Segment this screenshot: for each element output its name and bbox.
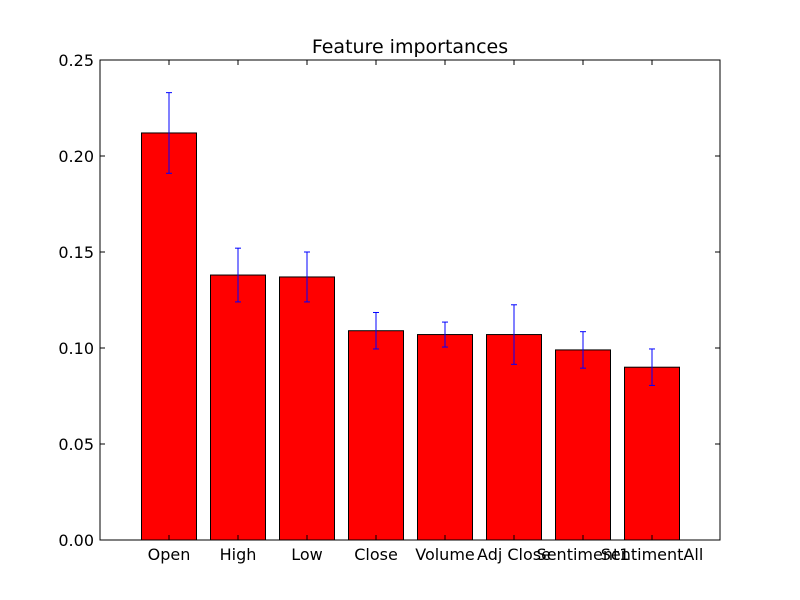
x-tick-label: Close (354, 545, 398, 564)
x-tick-label: Volume (415, 545, 475, 564)
x-tick-label: Open (148, 545, 191, 564)
x-tick-label: Adj Close (477, 545, 551, 564)
bar (417, 334, 473, 541)
y-tick-label: 0.15 (58, 243, 94, 262)
bars (141, 92, 680, 541)
y-tick-label: 0.00 (58, 531, 94, 550)
x-tick-label: Low (291, 545, 323, 564)
x-axis: Open High Low Close Volume Adj CloseSentiment… (148, 60, 704, 564)
x-tick-label: Sentiment1 (537, 545, 630, 564)
bar (348, 330, 404, 541)
bar (210, 274, 266, 541)
x-tick-label: High (220, 545, 257, 564)
y-tick-label: 0.10 (58, 339, 94, 358)
y-tick-label: 0.25 (58, 51, 94, 70)
bar (279, 276, 335, 541)
y-tick-label: 0.05 (58, 435, 94, 454)
chart-title: Feature importances (312, 36, 508, 58)
bar (486, 334, 542, 541)
x-tick-label: SentimentAll (601, 545, 704, 564)
y-axis: 0.00 0.05 0.10 0.15 0.20 0.25 (58, 51, 720, 550)
y-tick-label: 0.20 (58, 147, 94, 166)
plot-frame (99, 59, 721, 541)
bar (555, 349, 611, 541)
bar (624, 366, 680, 541)
bar (141, 132, 197, 541)
